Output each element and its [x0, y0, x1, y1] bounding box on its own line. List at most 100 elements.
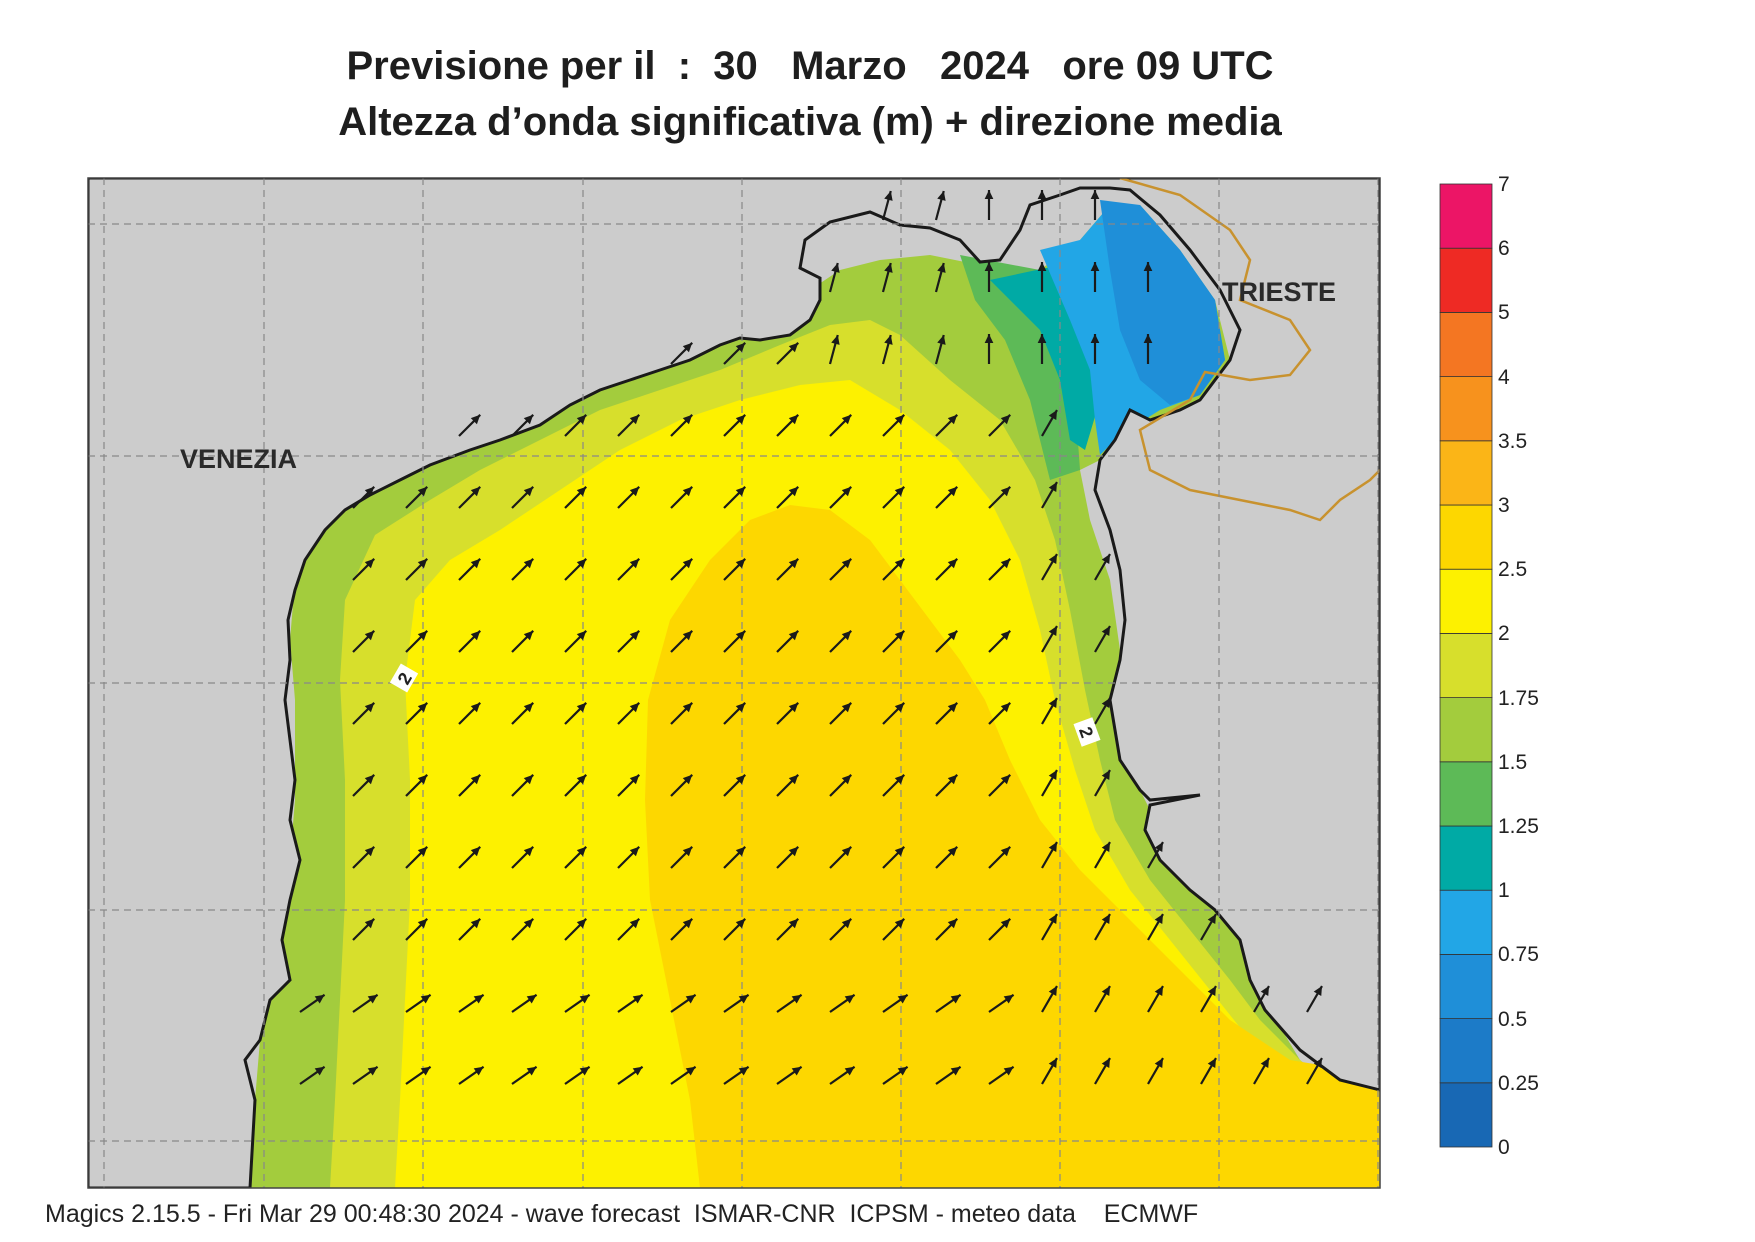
- direction-arrow: [458, 918, 481, 941]
- direction-arrow: [352, 1065, 379, 1085]
- direction-arrow: [935, 918, 958, 941]
- direction-arrow: [1041, 1057, 1058, 1085]
- city-label-trieste: TRIESTE: [1222, 277, 1336, 307]
- direction-arrow: [458, 558, 481, 581]
- direction-arrow: [882, 702, 905, 725]
- direction-arrow: [511, 1065, 538, 1085]
- direction-arrow: [405, 993, 432, 1013]
- direction-arrow: [352, 993, 379, 1013]
- direction-arrow: [881, 334, 893, 365]
- direction-arrow: [617, 630, 640, 653]
- direction-arrow: [670, 342, 693, 365]
- direction-arrow: [723, 846, 746, 869]
- direction-arrow: [723, 993, 750, 1013]
- colorbar-tick-label: 1.25: [1498, 815, 1539, 838]
- direction-arrow: [1094, 553, 1111, 581]
- direction-arrow: [1094, 769, 1111, 797]
- direction-arrow: [829, 846, 852, 869]
- colorbar-tick-label: 2.5: [1498, 558, 1528, 582]
- direction-arrow: [935, 846, 958, 869]
- direction-arrow: [511, 630, 534, 653]
- direction-arrow: [564, 486, 587, 509]
- direction-arrow: [829, 414, 852, 437]
- colorbar-segment: [1439, 311, 1493, 377]
- direction-arrow: [405, 702, 428, 725]
- direction-arrow: [352, 918, 375, 941]
- direction-arrow: [1143, 334, 1153, 364]
- direction-arrow: [458, 630, 481, 653]
- direction-arrow: [723, 630, 746, 653]
- direction-arrow: [723, 342, 746, 365]
- direction-arrow: [670, 846, 693, 869]
- direction-arrow: [617, 1065, 644, 1085]
- colorbar-segment: [1439, 247, 1493, 313]
- direction-arrow: [984, 190, 994, 220]
- direction-arrow: [723, 1065, 750, 1085]
- colorbar-segment: [1439, 825, 1493, 891]
- direction-arrow: [670, 702, 693, 725]
- direction-arrow: [829, 774, 852, 797]
- direction-arrow: [776, 414, 799, 437]
- direction-arrow: [1041, 481, 1058, 509]
- direction-arrow: [564, 846, 587, 869]
- direction-arrow: [1090, 262, 1100, 292]
- map-area: [88, 178, 1380, 1188]
- direction-arrow: [617, 414, 640, 437]
- direction-arrow: [458, 702, 481, 725]
- colorbar-segment: [1439, 633, 1493, 699]
- direction-arrow: [511, 414, 534, 437]
- direction-arrow: [723, 414, 746, 437]
- contour-2-50: [645, 505, 1380, 1188]
- direction-arrow: [984, 262, 994, 292]
- map-title: Previsione per il : 30 Marzo 2024 ore 09…: [346, 44, 1274, 88]
- direction-arrow: [988, 414, 1011, 437]
- city-label-venezia: VENEZIA: [180, 444, 297, 474]
- direction-arrow: [299, 1065, 326, 1085]
- direction-arrow: [1041, 913, 1058, 941]
- direction-arrow: [1041, 841, 1058, 869]
- direction-arrow: [511, 558, 534, 581]
- direction-arrow: [882, 1065, 909, 1085]
- direction-arrow: [935, 702, 958, 725]
- direction-arrow: [405, 558, 428, 581]
- direction-arrow: [776, 630, 799, 653]
- direction-arrow: [829, 918, 852, 941]
- direction-arrow: [1041, 985, 1058, 1013]
- colorbar-segment: [1439, 697, 1493, 763]
- footer-credits: Magics 2.15.5 - Fri Mar 29 00:48:30 2024…: [45, 1200, 1199, 1228]
- colorbar-segment: [1439, 1018, 1493, 1084]
- direction-arrow: [829, 486, 852, 509]
- direction-arrow: [935, 774, 958, 797]
- direction-arrow: [723, 486, 746, 509]
- direction-arrow: [405, 918, 428, 941]
- direction-arrow: [1041, 625, 1058, 653]
- direction-arrow: [405, 846, 428, 869]
- direction-arrow: [1147, 913, 1164, 941]
- direction-arrow: [828, 334, 840, 365]
- direction-arrow: [1094, 697, 1111, 725]
- direction-arrow: [934, 334, 946, 365]
- direction-arrow: [617, 702, 640, 725]
- direction-arrow: [458, 993, 485, 1013]
- direction-arrow: [723, 774, 746, 797]
- direction-arrow: [1037, 190, 1047, 220]
- direction-arrow: [564, 774, 587, 797]
- colorbar-tick-label: 1.5: [1498, 750, 1528, 774]
- direction-arrow: [988, 1065, 1015, 1085]
- direction-arrow: [352, 558, 375, 581]
- direction-arrow: [1094, 625, 1111, 653]
- colorbar-tick-label: 5: [1498, 301, 1510, 325]
- direction-arrow: [1200, 913, 1217, 941]
- colorbar-tick-label: 1: [1498, 879, 1510, 903]
- direction-arrow: [458, 486, 481, 509]
- direction-arrow: [776, 558, 799, 581]
- direction-arrow: [776, 774, 799, 797]
- direction-arrow: [617, 558, 640, 581]
- colorbar-segment: [1439, 761, 1493, 827]
- direction-arrow: [1253, 1057, 1270, 1085]
- direction-arrow: [935, 1065, 962, 1085]
- graticule: [88, 178, 1380, 1188]
- direction-arrow: [352, 486, 375, 509]
- direction-arrow: [1041, 697, 1058, 725]
